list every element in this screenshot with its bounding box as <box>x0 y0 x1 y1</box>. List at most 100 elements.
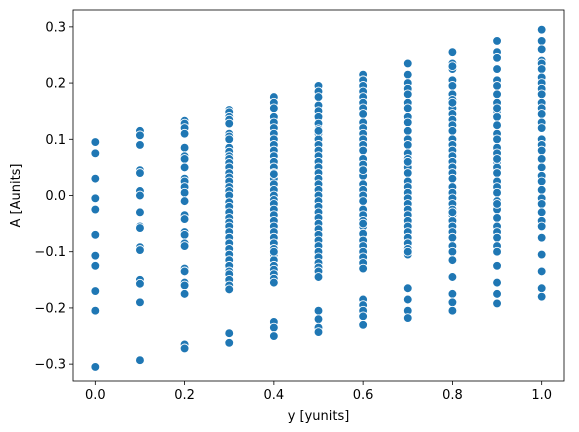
data-point <box>90 286 101 296</box>
data-point <box>358 165 368 176</box>
data-point <box>179 280 190 291</box>
data-point <box>358 109 368 119</box>
data-point <box>447 126 458 136</box>
data-point <box>447 232 458 243</box>
data-point <box>447 246 458 257</box>
data-point <box>536 249 547 260</box>
data-point <box>447 305 458 316</box>
data-point <box>179 196 190 206</box>
data-point <box>402 89 413 100</box>
x-tick-label: 0.0 <box>85 388 106 403</box>
data-point <box>358 218 368 229</box>
data-point <box>135 355 145 366</box>
data-point <box>269 322 279 333</box>
data-point <box>179 187 190 198</box>
data-point <box>358 263 368 274</box>
y-tick-label: −0.1 <box>34 245 66 260</box>
data-point <box>90 173 101 184</box>
data-point <box>402 294 413 305</box>
data-point <box>492 277 502 288</box>
data-point <box>135 223 145 233</box>
y-tick-label: 0.3 <box>45 20 66 35</box>
data-point <box>402 156 413 167</box>
data-point <box>536 36 547 46</box>
data-point <box>90 230 101 240</box>
x-tick-label: 1.0 <box>531 388 552 403</box>
data-point <box>536 199 547 209</box>
data-point <box>492 154 502 164</box>
data-point <box>492 103 502 114</box>
x-tick-label: 0.4 <box>264 388 285 403</box>
data-point <box>313 327 324 337</box>
data-point <box>135 190 145 201</box>
data-point <box>536 185 547 195</box>
data-point <box>402 69 413 80</box>
data-point <box>179 230 190 240</box>
data-point <box>492 111 502 122</box>
data-point <box>492 187 502 198</box>
data-point <box>224 328 235 339</box>
x-tick-label: 0.2 <box>174 388 195 403</box>
data-point <box>90 305 101 316</box>
data-point <box>447 173 458 184</box>
y-tick-label: 0.0 <box>45 189 66 204</box>
data-point <box>135 278 145 289</box>
data-point <box>179 162 190 173</box>
data-point <box>135 140 145 150</box>
data-point <box>447 97 458 108</box>
y-axis-label: A [Aunits] <box>9 163 24 227</box>
x-axis-label: y [yunits] <box>288 409 350 424</box>
data-point <box>536 109 547 119</box>
data-point <box>313 126 324 136</box>
y-tick-label: 0.2 <box>45 77 66 92</box>
data-point <box>269 331 279 341</box>
data-point <box>492 64 502 74</box>
x-axis-ticks: 0.0 0.2 0.4 0.6 0.8 1.0 <box>85 381 552 403</box>
data-point <box>402 126 413 136</box>
data-point <box>492 134 502 145</box>
y-tick-label: −0.2 <box>34 301 66 316</box>
data-point <box>224 284 235 295</box>
data-point <box>492 52 502 63</box>
data-point <box>447 81 458 91</box>
x-tick-label: 0.8 <box>442 388 463 403</box>
data-point <box>224 118 235 129</box>
data-point <box>269 103 279 114</box>
data-point <box>536 176 547 187</box>
data-point <box>447 289 458 299</box>
data-point <box>492 298 502 309</box>
data-point <box>358 196 368 206</box>
data-point <box>492 199 502 209</box>
data-point <box>492 260 502 271</box>
data-point <box>224 337 235 348</box>
data-point <box>402 313 413 323</box>
data-point <box>447 47 458 58</box>
data-point <box>90 204 101 215</box>
data-point <box>492 289 502 299</box>
data-point <box>447 207 458 218</box>
data-point <box>492 89 502 100</box>
data-point <box>536 89 547 100</box>
data-point <box>536 145 547 156</box>
data-point <box>536 162 547 173</box>
data-point <box>90 148 101 159</box>
data-point <box>179 266 190 277</box>
data-point <box>179 289 190 299</box>
data-point <box>402 246 413 257</box>
data-point <box>536 24 547 35</box>
data-point <box>492 81 502 91</box>
data-point <box>358 145 368 156</box>
data-point <box>224 134 235 145</box>
data-point <box>90 260 101 271</box>
data-point <box>536 123 547 133</box>
data-point <box>179 128 190 139</box>
data-point <box>179 142 190 153</box>
data-point <box>358 311 368 322</box>
data-point <box>402 168 413 178</box>
data-point <box>402 117 413 128</box>
y-tick-label: 0.1 <box>45 133 66 148</box>
data-point <box>90 362 101 372</box>
data-point <box>447 61 458 72</box>
data-point <box>492 168 502 178</box>
